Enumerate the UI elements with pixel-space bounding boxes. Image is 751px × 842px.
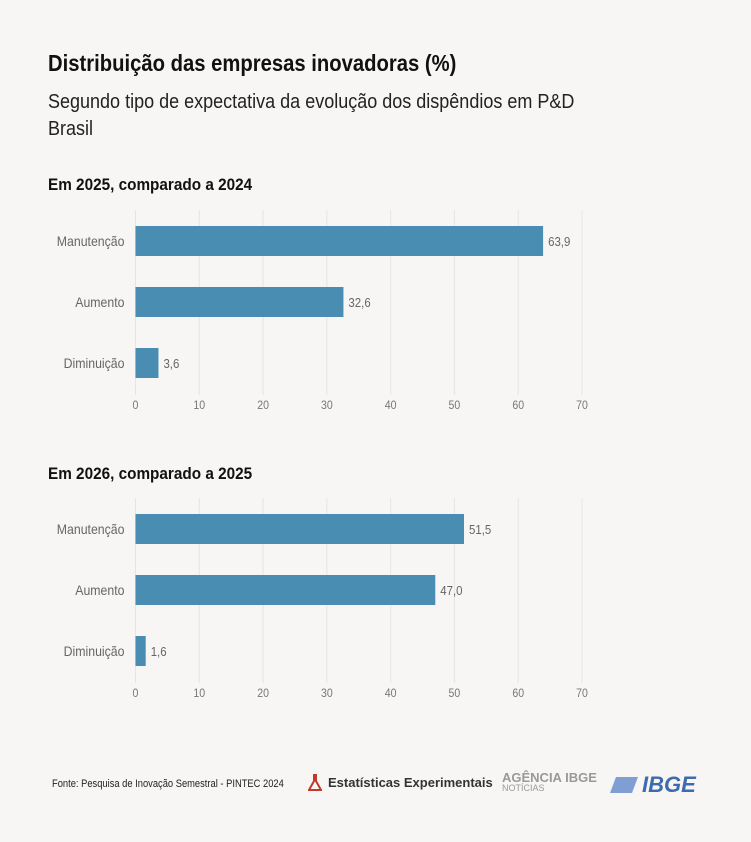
- category-label: Diminuição: [64, 355, 125, 371]
- logo-text: IBGE: [642, 772, 696, 797]
- x-tick-label: 60: [512, 399, 524, 412]
- x-tick-label: 50: [449, 687, 461, 700]
- data-label: 3,6: [163, 356, 179, 371]
- x-tick-label: 0: [133, 399, 139, 412]
- subtitle-region: Brasil: [48, 118, 94, 140]
- bar-chart-2025: 0 10 20 30 40 50 60 70 Manutenção 63,9 Aumento 32,6…: [57, 210, 588, 412]
- bar-aumento: [135, 575, 436, 605]
- x-tick-label: 10: [193, 687, 205, 700]
- source-note: Fonte: Pesquisa de Inovação Semestral - …: [52, 778, 284, 790]
- x-tick-label: 30: [321, 399, 333, 412]
- bar-diminuição: [135, 348, 159, 378]
- x-tick-label: 40: [385, 687, 397, 700]
- x-tick-label: 20: [257, 399, 269, 412]
- page-title: Distribuição das empresas inovadoras (%): [48, 50, 457, 76]
- data-label: 51,5: [469, 522, 491, 537]
- logo-text: AGÊNCIA IBGE: [502, 770, 597, 785]
- chart-title-2026: Em 2026, comparado a 2025: [48, 464, 253, 483]
- bar-chart-2026: 0 10 20 30 40 50 60 70 Manutenção 51,5 Aumento 47,0…: [57, 498, 588, 700]
- flask-icon: [308, 774, 322, 791]
- x-tick-label: 40: [385, 399, 397, 412]
- x-tick-label: 70: [576, 687, 588, 700]
- bar-manutenção: [135, 514, 464, 544]
- agencia-ibge-logo: AGÊNCIA IBGE NOTÍCIAS: [502, 770, 597, 794]
- bar-manutenção: [135, 226, 544, 256]
- x-tick-label: 60: [512, 687, 524, 700]
- x-tick-label: 30: [321, 687, 333, 700]
- bar-diminuição: [135, 636, 146, 666]
- data-label: 63,9: [548, 234, 570, 249]
- category-label: Diminuição: [64, 643, 125, 659]
- chart-title-2025: Em 2025, comparado a 2024: [48, 175, 253, 194]
- ibge-mark-icon: [610, 777, 638, 793]
- x-tick-label: 50: [449, 399, 461, 412]
- x-tick-label: 0: [133, 687, 139, 700]
- category-label: Manutenção: [57, 521, 125, 537]
- data-label: 47,0: [440, 583, 462, 598]
- x-tick-label: 70: [576, 399, 588, 412]
- x-tick-label: 10: [193, 399, 205, 412]
- x-tick-label: 20: [257, 687, 269, 700]
- subtitle-line: Segundo tipo de expectativa da evolução …: [48, 91, 575, 113]
- data-label: 1,6: [151, 644, 167, 659]
- bar-aumento: [135, 287, 344, 317]
- logo-text: Estatísticas Experimentais: [328, 774, 493, 790]
- data-label: 32,6: [348, 295, 370, 310]
- category-label: Aumento: [75, 294, 124, 310]
- logo-subtext: NOTÍCIAS: [502, 783, 545, 793]
- estatisticas-experimentais-logo: Estatísticas Experimentais: [308, 773, 493, 791]
- category-label: Aumento: [75, 582, 124, 598]
- ibge-logo: IBGE: [610, 772, 696, 798]
- subtitle: Segundo tipo de expectativa da evolução …: [48, 89, 678, 143]
- category-label: Manutenção: [57, 233, 125, 249]
